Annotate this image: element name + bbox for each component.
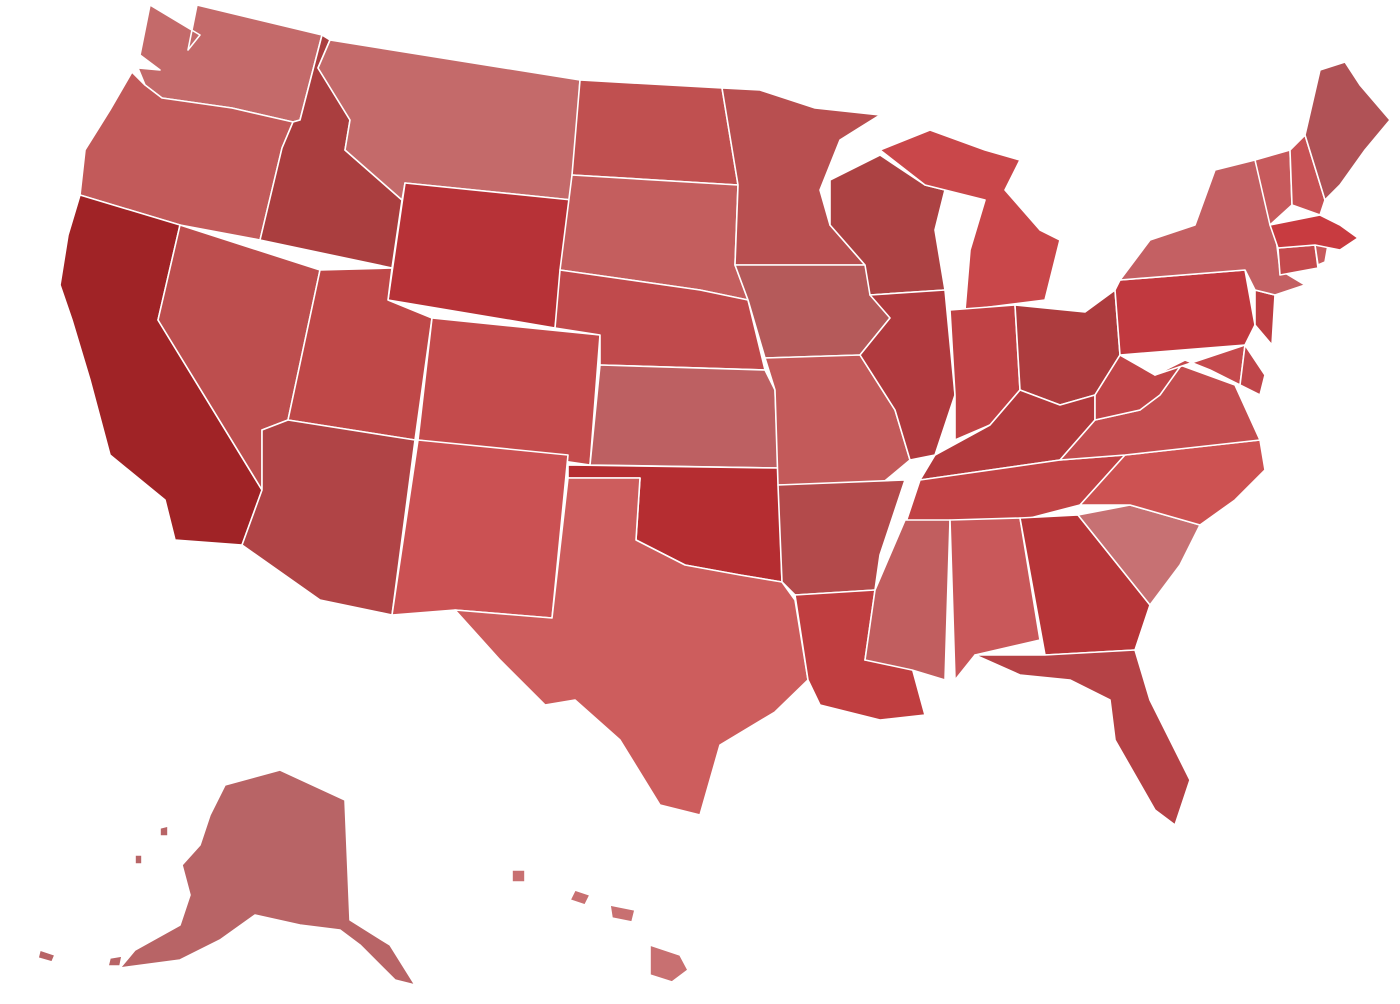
state-alabama[interactable] (949, 517, 1041, 681)
state-hawaii[interactable] (511, 869, 689, 983)
state-kansas[interactable] (589, 364, 779, 469)
state-south-carolina[interactable] (1077, 504, 1201, 606)
state-connecticut[interactable] (1277, 244, 1319, 276)
state-wyoming[interactable] (387, 182, 573, 329)
state-maine[interactable] (1304, 61, 1391, 201)
state-arizona[interactable] (241, 419, 416, 616)
state-alaska-islands[interactable] (37, 825, 169, 967)
state-new-jersey[interactable] (1254, 289, 1276, 346)
state-minnesota[interactable] (721, 87, 881, 266)
state-florida[interactable] (974, 649, 1191, 826)
state-alaska[interactable] (119, 769, 416, 986)
state-maryland[interactable] (1154, 344, 1246, 386)
state-illinois[interactable] (859, 289, 956, 461)
state-new-mexico[interactable] (391, 439, 569, 619)
state-north-carolina[interactable] (1079, 439, 1266, 526)
state-georgia[interactable] (1019, 514, 1151, 656)
state-texas[interactable] (454, 477, 809, 816)
state-pennsylvania[interactable] (1114, 269, 1256, 356)
state-new-hampshire[interactable] (1289, 134, 1326, 216)
state-north-dakota[interactable] (571, 79, 739, 186)
state-delaware[interactable] (1239, 344, 1266, 396)
state-wisconsin[interactable] (829, 154, 946, 296)
state-michigan[interactable] (879, 129, 1061, 311)
state-massachusetts[interactable] (1269, 214, 1359, 251)
